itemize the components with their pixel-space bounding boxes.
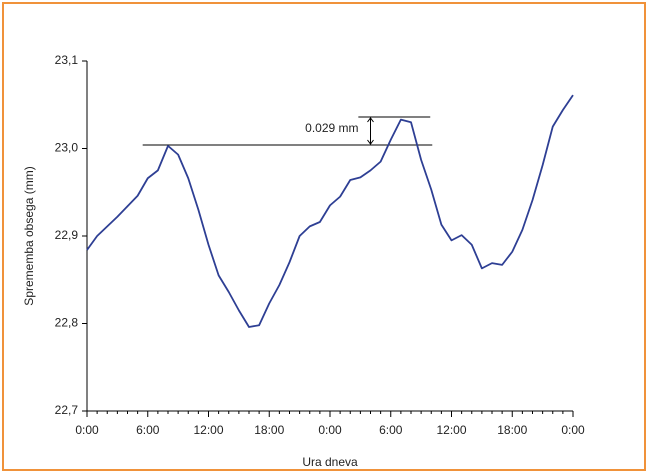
y-tick-label: 22,9 bbox=[55, 228, 79, 242]
y-tick-label: 23,0 bbox=[55, 141, 79, 155]
x-tick-label: 12:00 bbox=[193, 423, 223, 437]
y-tick-label: 23,1 bbox=[55, 53, 79, 67]
annotation: 0.029 mm bbox=[305, 121, 358, 135]
x-tick-label: 6:00 bbox=[136, 423, 160, 437]
x-axis-label: Ura dneva bbox=[302, 455, 358, 469]
y-tick-label: 22,8 bbox=[55, 316, 79, 330]
x-tick-label: 0:00 bbox=[318, 423, 342, 437]
x-tick-label: 0:00 bbox=[561, 423, 585, 437]
x-tick-label: 18:00 bbox=[254, 423, 284, 437]
x-tick-label: 12:00 bbox=[436, 423, 466, 437]
data-line bbox=[86, 94, 574, 328]
x-tick-label: 6:00 bbox=[379, 423, 403, 437]
x-tick-label: 18:00 bbox=[497, 423, 527, 437]
x-tick-label: 0:00 bbox=[75, 423, 99, 437]
arrow-head bbox=[367, 139, 374, 145]
arrow-head bbox=[367, 117, 374, 123]
y-tick-label: 22,7 bbox=[55, 403, 79, 417]
y-axis-label: Sprememba obsega (mm) bbox=[22, 166, 36, 305]
